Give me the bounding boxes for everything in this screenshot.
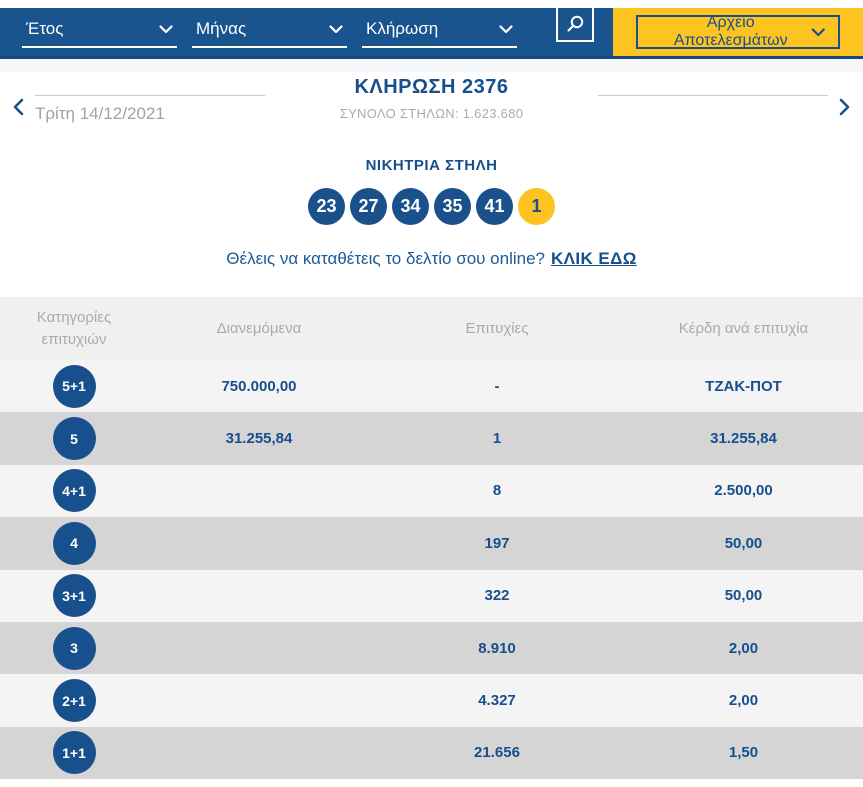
year-dropdown[interactable]: Έτος (22, 19, 177, 48)
draw-title: ΚΛΗΡΩΣΗ 2376 (354, 76, 509, 98)
winners-cell: 322 (484, 587, 510, 605)
lottery-results-page: Έτος Μήνας Κλήρωση Αρχείο Αποτελεσμάτων (0, 5, 863, 787)
category-badge: 4 (52, 521, 96, 565)
prize-table-body: 5+1 750.000,00 - ΤΖΑΚ-ΠΟΤ 5 31.255,84 1 … (0, 360, 863, 780)
next-draw-button[interactable] (837, 96, 853, 121)
winners-cell: 197 (484, 534, 510, 552)
chevron-down-icon (811, 27, 825, 36)
prize-cell: 2.500,00 (714, 482, 773, 500)
table-row: 2+1 4.327 2,00 (0, 674, 863, 727)
previous-draw-divider (35, 95, 265, 96)
draw-header: Τρίτη 14/12/2021 ΚΛΗΡΩΣΗ 2376 ΣΥΝΟΛΟ ΣΤΗ… (0, 72, 863, 142)
category-badge: 2+1 (52, 679, 96, 723)
month-dropdown[interactable]: Μήνας (192, 19, 347, 48)
table-row: 3+1 322 50,00 (0, 569, 863, 622)
prize-cell: ΤΖΑΚ-ΠΟΤ (705, 377, 782, 395)
prize-cell: 50,00 (724, 534, 763, 552)
joker-number-ball: 1 (518, 188, 555, 225)
prize-cell: 1,50 (728, 744, 759, 762)
category-badge: 5+1 (52, 364, 96, 408)
filter-bar-yellow-section: Αρχείο Αποτελεσμάτων (613, 8, 863, 56)
month-dropdown-label: Μήνας (196, 19, 247, 38)
divider-strip (0, 59, 863, 72)
total-columns-label: ΣΥΝΟΛΟ ΣΤΗΛΩΝ: 1.623.680 (339, 106, 524, 121)
category-badge: 5 (52, 417, 96, 461)
winning-number-ball: 34 (392, 188, 429, 225)
prize-table: Κατηγορίες επιτυχιών Διανεμόμενα Επιτυχί… (0, 297, 863, 780)
winners-cell: - (494, 377, 500, 395)
prize-cell: 2,00 (728, 692, 759, 710)
winners-cell: 1 (492, 430, 502, 448)
winning-column-section: ΝΙΚΗΤΡΙΑ ΣΤΗΛΗ 23 27 34 35 41 1 Θέλεις ν… (0, 142, 863, 297)
category-badge: 3 (52, 626, 96, 670)
next-draw-divider (598, 95, 828, 96)
prize-cell: 50,00 (724, 587, 763, 605)
chevron-down-icon (159, 24, 173, 33)
online-cta: Θέλεις να καταθέτεις το δελτίο σου onlin… (0, 249, 863, 269)
winners-cell: 21.656 (474, 744, 520, 762)
table-row: 3 8.910 2,00 (0, 621, 863, 675)
category-badge: 1+1 (52, 731, 96, 775)
chevron-down-icon (499, 24, 513, 33)
winners-cell: 8.910 (478, 639, 516, 657)
winning-number-ball: 41 (476, 188, 513, 225)
click-here-link[interactable]: ΚΛΙΚ ΕΔΩ (551, 249, 637, 268)
chevron-left-icon (13, 98, 24, 116)
category-badge: 4+1 (52, 469, 96, 513)
prize-cell: 2,00 (728, 639, 759, 657)
header-prize-per-win: Κέρδη ανά επιτυχία (678, 320, 809, 337)
winners-cell: 8 (492, 482, 502, 500)
header-winners: Επιτυχίες (465, 320, 529, 337)
archive-results-label: Αρχείο Αποτελεσμάτων (673, 14, 788, 49)
category-badge: 3+1 (52, 574, 96, 618)
winning-numbers: 23 27 34 35 41 1 (0, 188, 863, 225)
distributed-cell: 750.000,00 (221, 377, 297, 395)
search-icon (567, 15, 583, 32)
winners-cell: 4.327 (478, 692, 516, 710)
draw-title-block: ΚΛΗΡΩΣΗ 2376 ΣΥΝΟΛΟ ΣΤΗΛΩΝ: 1.623.680 (0, 76, 863, 121)
distributed-cell: 31.255,84 (225, 430, 293, 448)
header-distributed: Διανεμόμενα (216, 320, 302, 337)
search-button[interactable] (556, 5, 594, 42)
table-row: 4 197 50,00 (0, 517, 863, 570)
previous-draw-button[interactable] (10, 96, 26, 121)
table-row: 5 31.255,84 1 31.255,84 (0, 412, 863, 465)
winning-number-ball: 23 (308, 188, 345, 225)
winning-number-ball: 35 (434, 188, 471, 225)
chevron-right-icon (839, 98, 850, 116)
table-row: 5+1 750.000,00 - ΤΖΑΚ-ΠΟΤ (0, 360, 863, 413)
header-categories: Κατηγορίες επιτυχιών (36, 308, 112, 348)
online-cta-text: Θέλεις να καταθέτεις το δελτίο σου onlin… (226, 249, 545, 268)
draw-dropdown[interactable]: Κλήρωση (362, 19, 517, 48)
winning-number-ball: 27 (350, 188, 387, 225)
table-row: 1+1 21.656 1,50 (0, 726, 863, 780)
chevron-down-icon (329, 24, 343, 33)
previous-draw-date: Τρίτη 14/12/2021 (35, 104, 165, 123)
draw-dropdown-label: Κλήρωση (366, 19, 439, 38)
winning-column-title: ΝΙΚΗΤΡΙΑ ΣΤΗΛΗ (365, 157, 498, 174)
archive-results-dropdown[interactable]: Αρχείο Αποτελεσμάτων (636, 14, 840, 49)
prize-cell: 31.255,84 (710, 430, 777, 448)
table-row: 4+1 8 2.500,00 (0, 464, 863, 518)
filter-bar-blue-section: Έτος Μήνας Κλήρωση (0, 5, 613, 56)
prize-table-header: Κατηγορίες επιτυχιών Διανεμόμενα Επιτυχί… (0, 297, 863, 360)
filter-bar: Έτος Μήνας Κλήρωση Αρχείο Αποτελεσμάτων (0, 5, 863, 59)
year-dropdown-label: Έτος (26, 19, 64, 38)
